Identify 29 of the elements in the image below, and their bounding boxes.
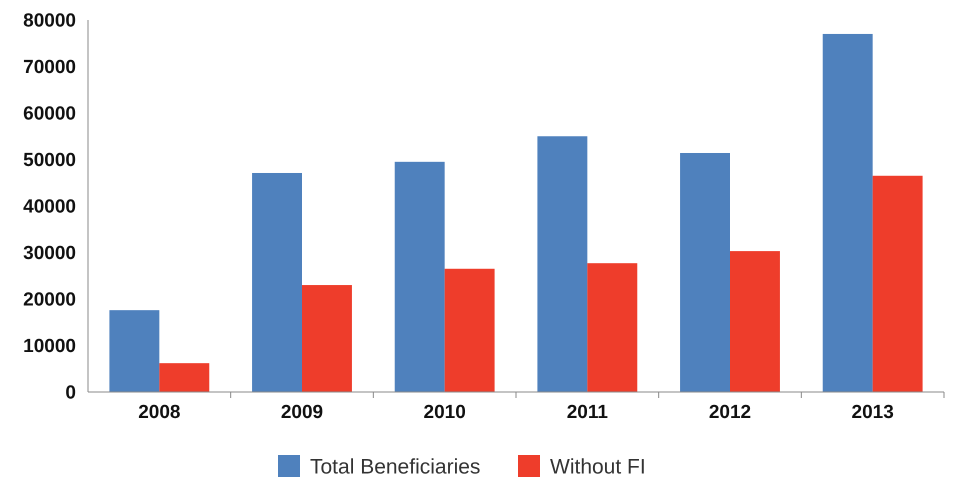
x-tick-label: 2011 xyxy=(566,402,608,423)
bar xyxy=(159,363,210,392)
y-tick-label: 60000 xyxy=(23,104,76,125)
x-tick-label: 2013 xyxy=(852,402,894,423)
bar xyxy=(394,162,445,392)
bar xyxy=(680,152,730,392)
y-tick-label: 80000 xyxy=(23,10,76,32)
y-tick-label: 0 xyxy=(65,382,76,404)
y-tick-label: 50000 xyxy=(23,150,76,172)
legend-label: Total Beneficiaries xyxy=(310,455,480,478)
bar xyxy=(587,263,638,392)
x-tick-label: 2009 xyxy=(280,402,324,423)
bar xyxy=(822,34,873,392)
x-tick-label: 2012 xyxy=(708,402,752,423)
y-tick-label: 20000 xyxy=(23,290,76,311)
bar xyxy=(537,136,588,392)
bar xyxy=(302,285,352,392)
x-tick-label: 2008 xyxy=(138,402,180,423)
y-tick-label: 30000 xyxy=(23,243,76,264)
bar xyxy=(730,251,780,392)
x-tick-label: 2010 xyxy=(424,402,466,423)
bar xyxy=(444,268,495,392)
y-tick-label: 70000 xyxy=(23,57,76,78)
legend-label: Without FI xyxy=(550,455,646,478)
y-tick-label: 40000 xyxy=(23,196,76,218)
y-tick-label: 10000 xyxy=(23,336,76,358)
bar xyxy=(109,310,160,392)
bar xyxy=(872,176,923,392)
bar xyxy=(252,172,302,392)
